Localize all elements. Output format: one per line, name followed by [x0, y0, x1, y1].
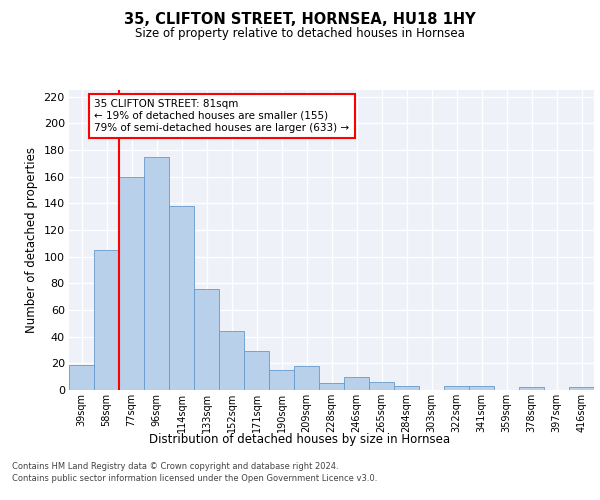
Bar	[444, 386, 469, 390]
Bar	[169, 206, 194, 390]
Text: 35 CLIFTON STREET: 81sqm
← 19% of detached houses are smaller (155)
79% of semi-: 35 CLIFTON STREET: 81sqm ← 19% of detach…	[95, 100, 350, 132]
Text: Contains HM Land Registry data © Crown copyright and database right 2024.: Contains HM Land Registry data © Crown c…	[12, 462, 338, 471]
Bar	[469, 386, 494, 390]
Text: 35, CLIFTON STREET, HORNSEA, HU18 1HY: 35, CLIFTON STREET, HORNSEA, HU18 1HY	[124, 12, 476, 28]
Bar	[219, 332, 244, 390]
Bar	[69, 364, 94, 390]
Bar	[319, 384, 344, 390]
Y-axis label: Number of detached properties: Number of detached properties	[25, 147, 38, 333]
Bar	[394, 386, 419, 390]
Bar	[194, 288, 219, 390]
Bar	[119, 176, 144, 390]
Text: Distribution of detached houses by size in Hornsea: Distribution of detached houses by size …	[149, 432, 451, 446]
Bar	[244, 352, 269, 390]
Bar	[369, 382, 394, 390]
Bar	[294, 366, 319, 390]
Bar	[94, 250, 119, 390]
Bar	[569, 388, 594, 390]
Bar	[144, 156, 169, 390]
Text: Size of property relative to detached houses in Hornsea: Size of property relative to detached ho…	[135, 28, 465, 40]
Bar	[344, 376, 369, 390]
Text: Contains public sector information licensed under the Open Government Licence v3: Contains public sector information licen…	[12, 474, 377, 483]
Bar	[519, 388, 544, 390]
Bar	[269, 370, 294, 390]
